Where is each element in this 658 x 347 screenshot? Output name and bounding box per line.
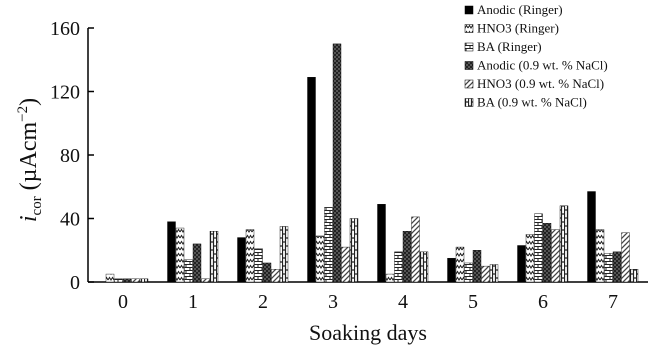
bar <box>472 250 482 283</box>
x-tick-label: 0 <box>118 291 128 313</box>
bar <box>254 248 263 283</box>
y-tick-label: 0 <box>70 272 80 294</box>
y-tick-label: 80 <box>60 145 80 167</box>
bar <box>377 204 386 283</box>
bar <box>262 262 272 283</box>
legend-swatch <box>464 79 474 89</box>
bar <box>551 229 560 283</box>
bar <box>385 273 395 283</box>
bar <box>184 259 193 283</box>
bar <box>192 243 202 283</box>
bar <box>542 223 552 283</box>
legend-label: Anodic (0.9 wt. % NaCl) <box>477 58 608 73</box>
bar <box>324 207 333 283</box>
legend-label: BA (0.9 wt. % NaCl) <box>477 95 587 110</box>
bar <box>271 269 280 283</box>
bars <box>105 43 639 283</box>
bar <box>332 43 342 283</box>
bar <box>621 232 630 283</box>
bar <box>315 235 325 283</box>
legend-label: HNO3 (Ringer) <box>477 21 559 36</box>
bar <box>114 278 123 283</box>
bar <box>139 278 149 283</box>
legend-swatch <box>464 98 474 107</box>
bar <box>489 264 499 283</box>
bar <box>349 218 359 283</box>
legend-label: BA (Ringer) <box>477 39 542 54</box>
bar <box>455 246 465 283</box>
bar <box>279 226 289 283</box>
x-tick-label: 3 <box>328 291 338 313</box>
bar <box>612 251 622 283</box>
bar <box>201 278 210 283</box>
y-axis-label-sup: −2 <box>15 106 31 122</box>
y-tick-label: 40 <box>60 209 80 231</box>
bar <box>629 269 639 283</box>
bar <box>534 213 543 283</box>
bar <box>604 253 613 283</box>
legend-swatch <box>464 5 474 15</box>
bar <box>209 230 219 283</box>
bar <box>167 221 176 283</box>
bar <box>587 191 596 283</box>
bar <box>595 229 605 283</box>
bar <box>131 278 140 283</box>
x-tick-label: 1 <box>188 291 198 313</box>
bar <box>122 278 132 283</box>
y-axis-label-close: ) <box>16 98 42 106</box>
legend-label: HNO3 (0.9 wt. % NaCl) <box>477 76 604 91</box>
legend-swatch <box>464 61 474 70</box>
y-tick-label: 120 <box>50 82 80 104</box>
bar <box>411 216 420 283</box>
y-axis-label: icor (µAcm−2) <box>15 98 45 222</box>
bar <box>307 77 316 283</box>
bar <box>402 230 412 283</box>
y-axis-label-main: i <box>16 215 42 222</box>
x-tick-label: 5 <box>468 291 478 313</box>
x-tick-label: 6 <box>538 291 548 313</box>
bar <box>419 251 429 283</box>
bar <box>394 251 403 283</box>
legend-swatch <box>464 24 474 33</box>
bar <box>447 257 456 283</box>
bar <box>481 265 490 283</box>
x-tick-label: 2 <box>258 291 268 313</box>
x-axis-label: Soaking days <box>309 320 427 345</box>
legend: Anodic (Ringer) HNO3 (Ringer) BA (Ringer) A… <box>464 2 608 110</box>
y-axis-label-sub: cor <box>29 196 45 215</box>
bar <box>341 246 350 283</box>
x-tick-label: 4 <box>398 291 408 313</box>
legend-label: Anodic (Ringer) <box>477 2 563 17</box>
bar <box>105 273 115 283</box>
bar <box>525 234 535 283</box>
y-tick-label: 160 <box>50 18 80 40</box>
x-tick-label: 7 <box>608 291 618 313</box>
legend-swatch <box>464 42 474 52</box>
bar <box>245 229 255 283</box>
bar <box>517 245 526 283</box>
bar <box>464 262 473 283</box>
y-axis-label-unit: (µAcm <box>16 122 42 197</box>
bar <box>559 205 569 283</box>
bar <box>237 237 246 283</box>
bar <box>175 227 185 283</box>
